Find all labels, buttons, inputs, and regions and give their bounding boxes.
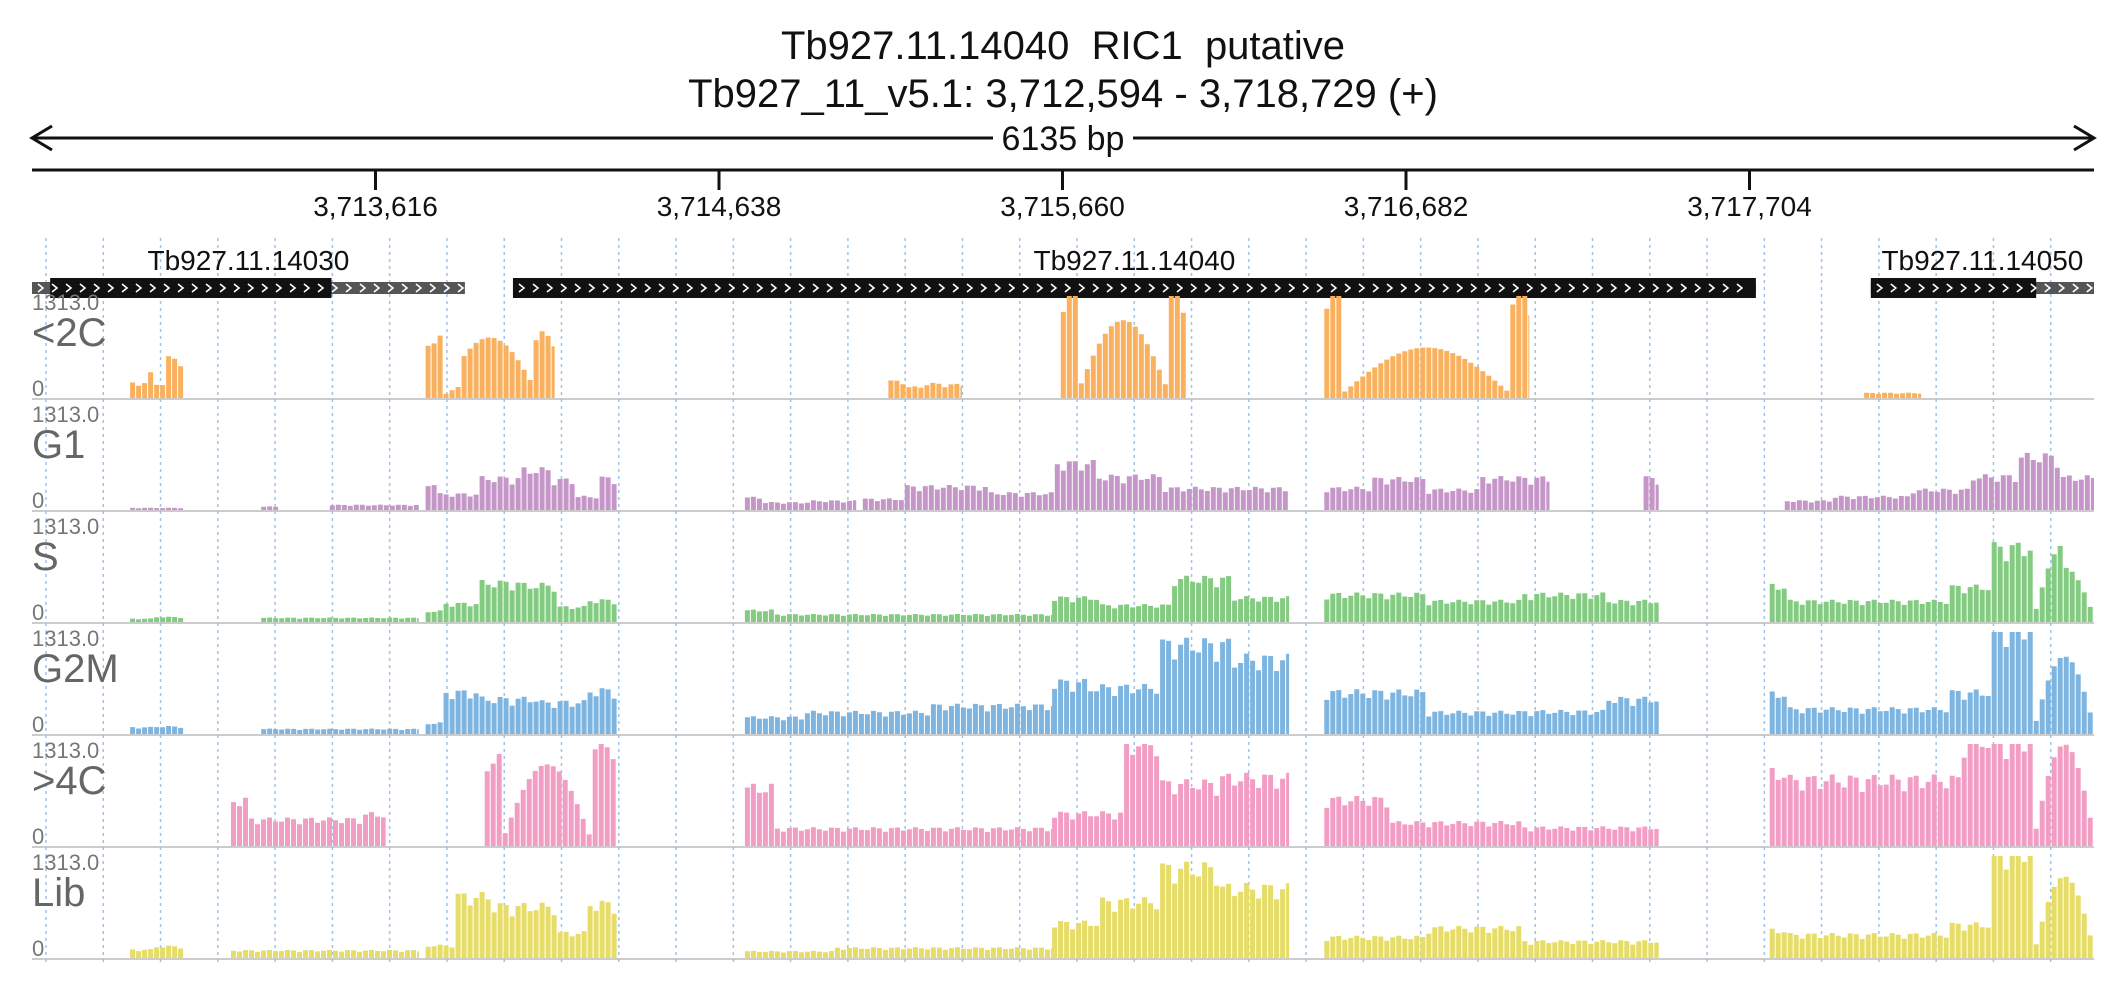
track-name-label: G2M — [32, 647, 119, 691]
ruler-tick-label: 3,716,682 — [1344, 191, 1469, 222]
gene-cds — [50, 278, 332, 298]
coverage-segment — [744, 609, 1053, 622]
coverage-segment — [425, 688, 617, 734]
ruler-tick-label: 3,714,638 — [657, 191, 782, 222]
coverage-segment — [261, 728, 419, 734]
track-ymin-label: 0 — [32, 600, 44, 625]
span-arrow-left — [29, 124, 53, 152]
span-label-bg — [993, 118, 1133, 158]
track-name-label: >4C — [32, 759, 107, 803]
gene-strand-chevrons — [1876, 283, 2094, 293]
ruler-tick-label: 3,717,704 — [1687, 191, 1812, 222]
coverage-segment — [1324, 689, 1659, 734]
coverage-segment — [744, 947, 1053, 958]
coverage-segment — [130, 945, 184, 958]
coverage-segment — [425, 580, 617, 622]
coverage-segment — [1769, 632, 2093, 734]
coverage-segment — [1769, 542, 2093, 622]
coverage-segment — [1324, 925, 1659, 958]
coverage-segment — [1769, 744, 2093, 846]
ruler-tick-label: 3,713,616 — [313, 191, 438, 222]
coverage-segment — [425, 467, 617, 510]
coverage-segment — [1324, 592, 1659, 622]
span-arrow-right — [2073, 124, 2097, 152]
track-ymin-label: 0 — [32, 712, 44, 737]
coverage-segment — [425, 891, 617, 958]
coverage-segment — [862, 460, 1288, 510]
track-name-label: <2C — [32, 311, 107, 355]
gene-label: Tb927.11.14040 — [1033, 245, 1235, 276]
coverage-segment — [261, 617, 419, 622]
coverage-segment — [231, 797, 386, 846]
track-name-label: Lib — [32, 871, 85, 915]
coverage-segment — [261, 506, 279, 510]
track-ymax-label: 1313.0 — [32, 850, 99, 875]
coverage-segment — [1784, 452, 2094, 510]
coverage-segment — [1052, 744, 1290, 846]
coverage-segment — [744, 703, 1053, 734]
track-name-label: S — [32, 535, 59, 579]
coverage-segment — [1060, 296, 1186, 398]
genomic-location: Tb927_11_v5.1: 3,712,594 - 3,718,729 (+) — [688, 72, 1438, 116]
track-name-label: G1 — [32, 423, 85, 467]
coverage-segment — [1324, 476, 1550, 510]
coverage-segment — [888, 380, 962, 398]
coverage-segment — [744, 496, 857, 510]
gene-label: Tb927.11.14030 — [148, 245, 350, 276]
track-ymin-label: 0 — [32, 936, 44, 961]
track-ymin-label: 0 — [32, 488, 44, 513]
track-ymax-label: 1313.0 — [32, 290, 99, 315]
gene-strand-chevrons — [37, 283, 465, 293]
coverage-segment — [231, 950, 419, 958]
coverage-segment — [1052, 575, 1290, 622]
coverage-segment — [1643, 476, 1659, 510]
gene-cds — [512, 278, 1756, 298]
coverage-segment — [130, 726, 184, 734]
coverage-segment — [425, 331, 555, 398]
gene-title: Tb927.11.14040 RIC1 putative — [780, 24, 1346, 68]
track-ymax-label: 1313.0 — [32, 738, 99, 763]
coverage-segment — [1052, 861, 1290, 958]
track-ymax-label: 1313.0 — [32, 402, 99, 427]
coverage-segment — [1769, 856, 2093, 958]
track-ymax-label: 1313.0 — [32, 514, 99, 539]
coverage-segment — [1052, 637, 1290, 734]
span-label: 6135 bp — [1002, 120, 1125, 158]
coverage-segment — [130, 507, 184, 510]
coverage-segment — [1324, 796, 1659, 846]
gene-strand-chevrons — [518, 283, 1744, 293]
coverage-segment — [484, 744, 616, 846]
coverage-segment — [744, 783, 1053, 846]
coverage-segment — [130, 356, 184, 398]
gene-cds — [1870, 278, 2037, 298]
coverage-segment — [1864, 392, 1922, 398]
coverage-segment — [130, 616, 184, 622]
track-ymin-label: 0 — [32, 376, 44, 401]
ruler-tick-label: 3,715,660 — [1000, 191, 1125, 222]
track-ymin-label: 0 — [32, 824, 44, 849]
gene-label: Tb927.11.14050 — [1881, 245, 2083, 276]
coverage-segment — [329, 504, 419, 510]
track-ymax-label: 1313.0 — [32, 626, 99, 651]
coverage-segment — [1324, 296, 1530, 398]
